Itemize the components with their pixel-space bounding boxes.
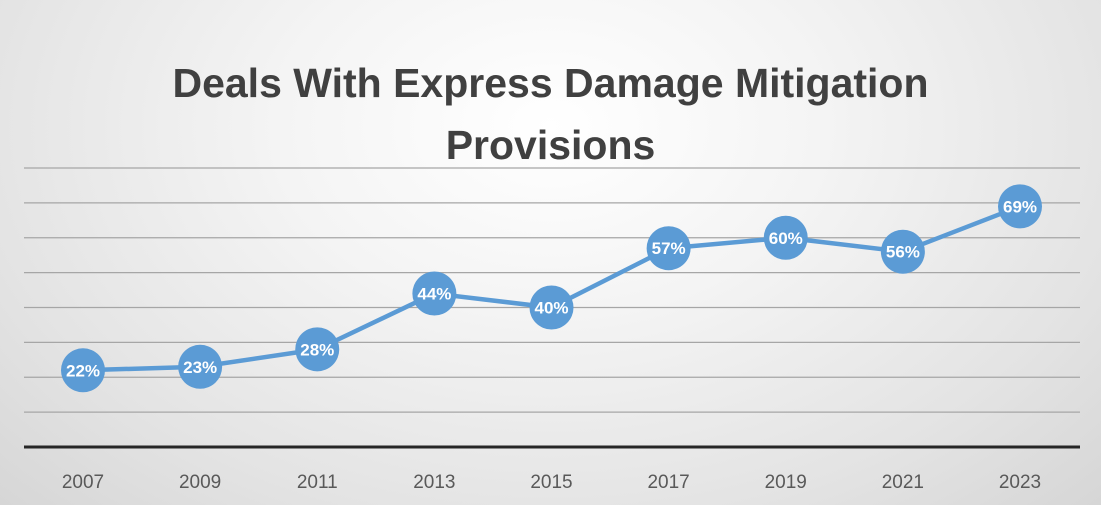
data-point [295,327,340,372]
data-point [178,344,223,389]
x-tick-label: 2011 [297,472,338,493]
x-tick-label: 2015 [530,472,572,493]
x-tick-label: 2021 [882,472,924,493]
data-point [412,271,457,316]
gridlines [24,167,1080,413]
chart-title: Deals With Express Damage Mitigation Pro… [0,52,1101,176]
data-point [880,229,925,274]
data-label: 69% [1003,197,1037,216]
data-point [529,285,574,330]
data-label: 56% [886,243,920,262]
x-tick-label: 2023 [999,472,1041,493]
chart-title-line-1: Deals With Express Damage Mitigation [172,60,929,106]
series-layer: 22% 23% 28% 44% 40% 57% 60% 56% 69% [61,184,1042,393]
data-label: 57% [652,239,686,258]
data-label: 22% [66,361,100,380]
data-label: 23% [183,358,217,377]
data-label: 60% [769,229,803,248]
x-tick-label: 2007 [62,472,104,493]
x-tick-label: 2009 [179,472,221,493]
data-label: 40% [534,299,568,318]
data-point [998,184,1042,229]
data-point [646,226,691,271]
x-axis: 2007 2009 2011 2013 2015 2017 2019 2021 2023 [24,445,1080,493]
x-tick-label: 2013 [413,472,455,493]
data-label: 44% [417,285,451,304]
data-label: 28% [300,340,334,359]
data-point [763,215,808,260]
x-tick-label: 2017 [647,472,689,493]
chart-title-line-2: Provisions [445,122,656,168]
data-point [61,348,105,393]
x-tick-label: 2019 [765,472,807,493]
